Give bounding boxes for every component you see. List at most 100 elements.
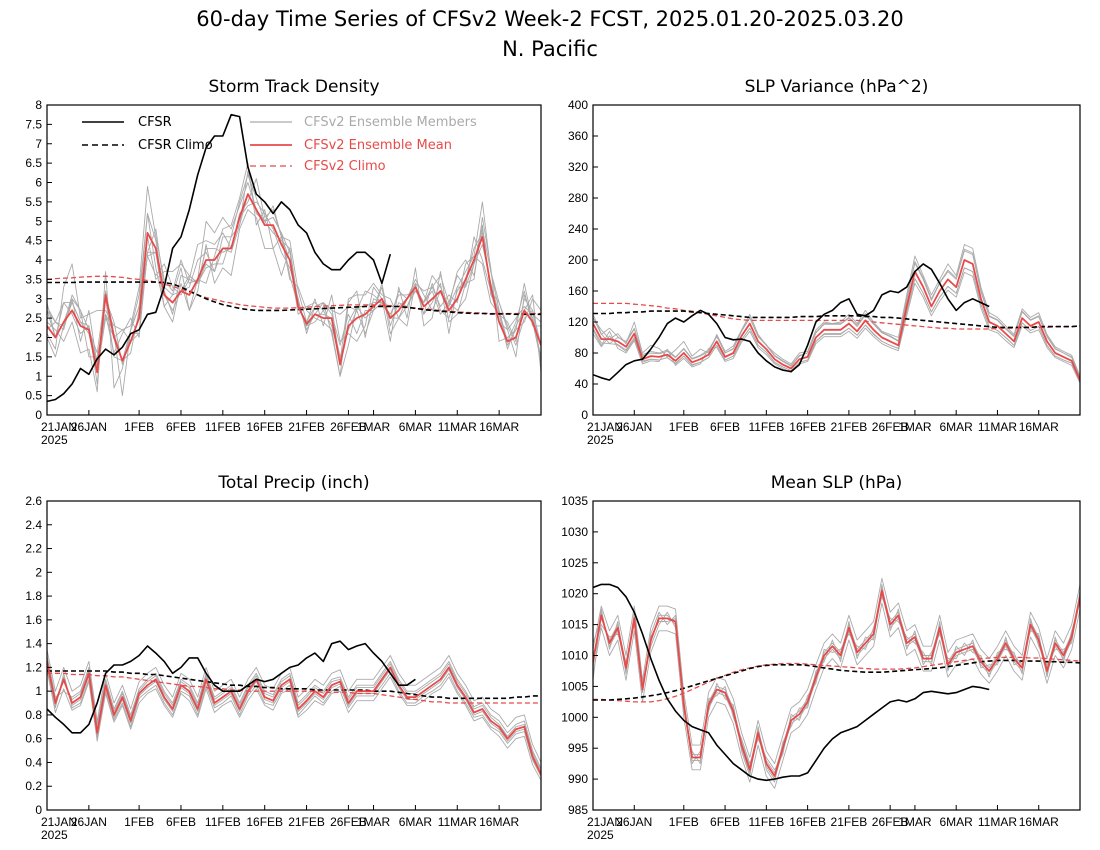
slpvar-plot-area	[593, 244, 1080, 384]
mslp-xtick-label: 11MAR	[978, 815, 1017, 829]
slpvar-member-3-line	[593, 248, 1080, 378]
precip-xtick-label: 16FEB	[246, 815, 283, 829]
storm-ytick-label: 6	[35, 176, 42, 190]
precip-member-1-line	[47, 649, 541, 763]
precip-cfsr-line	[47, 640, 416, 734]
precip-member-2-line	[47, 669, 541, 781]
precip-ytick-label: 0.4	[25, 755, 42, 769]
storm-cfsv2-climo-line	[47, 275, 541, 315]
slp-variance-panel: SLP Variance (hPa^2) 0 40 80 120 160 200 240 280…	[568, 77, 1081, 447]
slpvar-xtick-label: 21FEB	[831, 420, 868, 434]
precip-ytick-label: 1.8	[25, 589, 42, 603]
precip-member-5-line	[47, 657, 541, 771]
mslp-ytick-label: 1005	[561, 679, 588, 693]
precip-ytick-label: 0.2	[25, 779, 42, 793]
storm-ytick-label: 4.5	[25, 234, 42, 248]
precip-xtick-label: 11MAR	[438, 815, 477, 829]
mslp-panel-title: Mean SLP (hPa)	[771, 473, 903, 493]
mslp-xtick-label: 26FEB	[872, 815, 909, 829]
slpvar-cfsr-line	[593, 263, 990, 381]
storm-xtick-label: 1MAR	[357, 420, 391, 434]
mslp-ytick-label: 1030	[561, 525, 588, 539]
slpvar-panel-title: SLP Variance (hPa^2)	[745, 77, 929, 97]
precip-year-label: 2025	[41, 828, 68, 842]
figure-subtitle: N. Pacific	[502, 37, 598, 61]
storm-cfsr-line	[47, 113, 392, 403]
storm-ytick-label: 6.5	[25, 156, 42, 170]
precip-ytick-label: 2	[35, 565, 42, 579]
mslp-xtick-label: 1FEB	[669, 815, 699, 829]
slpvar-member-6-line	[593, 267, 1080, 382]
mslp-member-3-line	[593, 583, 1080, 783]
storm-member-1-line	[47, 182, 541, 361]
mslp-ytick-label: 1015	[561, 618, 588, 632]
mslp-member-5-line	[593, 587, 1080, 774]
slpvar-ytick-label: 0	[581, 408, 588, 422]
precip-xtick-label: 16MAR	[479, 815, 519, 829]
storm-xtick-label: 1FEB	[124, 420, 154, 434]
precip-xtick-label: 1MAR	[357, 815, 391, 829]
storm-xtick-label: 11MAR	[438, 420, 477, 434]
slpvar-xtick-label: 26JAN	[616, 420, 652, 434]
mslp-member-1-line	[593, 577, 1080, 765]
slpvar-ytick-label: 280	[568, 191, 588, 205]
slpvar-ytick-label: 200	[568, 253, 588, 267]
slpvar-ytick-label: 40	[575, 377, 589, 391]
storm-ytick-label: 1	[35, 369, 42, 383]
slpvar-ytick-label: 400	[568, 98, 588, 112]
mean-slp-panel: Mean SLP (hPa) 985 990 995 1000 1005 1010 1015 1…	[561, 473, 1081, 842]
storm-track-density-panel: Storm Track Density 0 0.5 1 1.5 2 2.5 3 3.5 4 4.5 5…	[25, 77, 542, 447]
legend-cfsr-climo-label: CFSR Climo	[138, 138, 213, 153]
mslp-frame	[592, 500, 1081, 811]
slpvar-xtick-label: 21JAN	[587, 420, 623, 434]
precip-xtick-label: 26FEB	[330, 815, 367, 829]
mslp-xtick-label: 1MAR	[898, 815, 932, 829]
storm-xtick-label: 6FEB	[166, 420, 196, 434]
slpvar-year-label: 2025	[587, 433, 614, 447]
mslp-xtick-label: 6MAR	[940, 815, 974, 829]
slpvar-member-5-line	[593, 250, 1080, 378]
slpvar-member-1-line	[593, 244, 1080, 377]
legend-members-label: CFSv2 Ensemble Members	[304, 115, 477, 130]
mslp-cfsv2-climo-line	[593, 656, 1080, 703]
precip-ytick-label: 0	[35, 803, 42, 817]
legend-ens-mean-label: CFSv2 Ensemble Mean	[304, 138, 452, 153]
storm-xtick-label: 26FEB	[330, 420, 367, 434]
storm-ytick-label: 1.5	[25, 350, 42, 364]
precip-plot-area	[47, 640, 541, 781]
storm-ytick-label: 0.5	[25, 389, 42, 403]
storm-ytick-label: 7.5	[25, 117, 42, 131]
slpvar-cfsv2-climo-line	[593, 302, 1080, 330]
storm-cfsr-climo-line	[47, 281, 541, 316]
mslp-member-4-line	[593, 596, 1080, 771]
mslp-xtick-label: 16MAR	[1019, 815, 1059, 829]
precip-member-4-line	[47, 667, 541, 777]
storm-xtick-label: 21JAN	[41, 420, 77, 434]
slpvar-ytick-label: 360	[568, 129, 588, 143]
slpvar-ytick-label: 160	[568, 284, 588, 298]
storm-ytick-label: 4	[35, 253, 42, 267]
precip-ytick-label: 1.6	[25, 613, 42, 627]
precip-ytick-label: 1.2	[25, 660, 42, 674]
precip-ytick-label: 2.6	[25, 494, 42, 508]
mslp-member-2-line	[593, 602, 1080, 789]
precip-cfsr-climo-line	[47, 670, 541, 700]
storm-xtick-label: 21FEB	[288, 420, 325, 434]
storm-ytick-label: 3.5	[25, 272, 42, 286]
precip-ytick-label: 1	[35, 684, 42, 698]
storm-ytick-label: 8	[35, 98, 42, 112]
mslp-ytick-label: 985	[568, 803, 588, 817]
slpvar-xtick-label: 6FEB	[710, 420, 740, 434]
total-precip-panel: Total Precip (inch) 0 0.2 0.4 0.6 0.8 1 1.2 1.4 1…	[25, 473, 542, 842]
precip-ytick-label: 0.8	[25, 708, 42, 722]
storm-xtick-label: 6MAR	[399, 420, 433, 434]
mslp-plot-area	[593, 577, 1080, 789]
mslp-ytick-label: 1035	[561, 494, 588, 508]
storm-year-label: 2025	[41, 433, 68, 447]
precip-xtick-label: 11FEB	[205, 815, 241, 829]
storm-ens-mean-line	[47, 193, 541, 374]
figure-title: 60-day Time Series of CFSv2 Week-2 FCST,…	[196, 7, 903, 31]
slpvar-ytick-label: 320	[568, 160, 588, 174]
mslp-year-label: 2025	[587, 828, 614, 842]
